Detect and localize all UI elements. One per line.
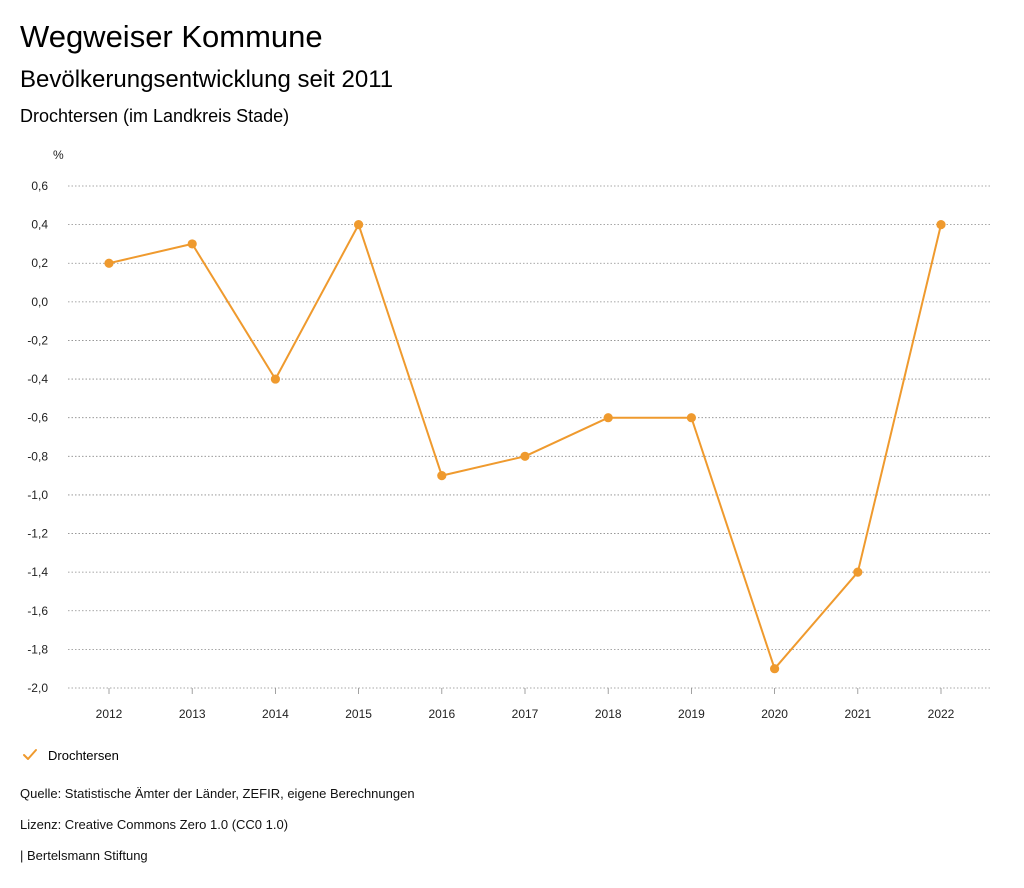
y-tick-label: 0,0 [31, 295, 48, 309]
data-point[interactable] [770, 664, 780, 674]
data-point[interactable] [187, 239, 197, 249]
y-tick-label: -0,4 [27, 372, 48, 386]
y-tick-label: -0,6 [27, 411, 48, 425]
y-axis-unit: % [53, 148, 64, 162]
data-point[interactable] [270, 374, 280, 384]
data-point[interactable] [354, 220, 364, 230]
data-point[interactable] [104, 258, 114, 268]
x-tick-label: 2016 [428, 707, 455, 721]
x-tick-label: 2019 [678, 707, 705, 721]
data-point[interactable] [603, 413, 613, 423]
publisher-note: | Bertelsmann Stiftung [20, 848, 148, 863]
x-tick-label: 2022 [928, 707, 955, 721]
grid-lines [68, 185, 990, 689]
y-tick-label: -1,0 [27, 488, 48, 502]
legend-label: Drochtersen [48, 747, 119, 763]
check-icon [23, 749, 37, 760]
legend-item-drochtersen[interactable]: Drochtersen [22, 744, 119, 766]
y-tick-label: -0,2 [27, 333, 48, 347]
data-point[interactable] [520, 451, 530, 461]
y-axis-ticks: 0,6 0,4 0,2 0,0 -0,2 -0,4 -0,6 -0,8 -1,0 -1,2 -1,4… [27, 179, 48, 695]
x-tick-label: 2014 [262, 707, 289, 721]
data-point[interactable] [686, 413, 697, 423]
line-chart: % 0,6 0,4 0,2 0,0 -0,2 -0,4 -0,6 -0,8 -1,0 -1,2 -1… [27, 148, 990, 721]
x-tick-label: 2012 [96, 707, 123, 721]
y-tick-label: 0,6 [31, 179, 48, 193]
y-tick-label: -1,4 [27, 565, 48, 579]
chart-title: Wegweiser Kommune [20, 19, 323, 54]
y-tick-label: -0,8 [27, 449, 48, 463]
y-tick-label: -1,8 [27, 642, 48, 656]
y-tick-label: 0,2 [31, 256, 48, 270]
x-tick-label: 2018 [595, 707, 622, 721]
x-tick-label: 2017 [512, 707, 539, 721]
y-tick-label: -2,0 [27, 681, 48, 695]
region-label: Drochtersen (im Landkreis Stade) [20, 106, 290, 126]
x-tick-label: 2013 [179, 707, 206, 721]
data-point[interactable] [437, 471, 447, 481]
y-tick-label: 0,4 [31, 218, 48, 232]
x-tick-label: 2021 [844, 707, 871, 721]
data-points [104, 220, 946, 674]
y-tick-label: -1,2 [27, 527, 48, 541]
x-axis-ticks: 2012 2013 2014 2015 2016 2017 2018 2019 2020 2021… [96, 688, 955, 721]
series-line-drochtersen [108, 223, 942, 670]
x-tick-label: 2020 [761, 707, 788, 721]
chart-subtitle: Bevölkerungsentwicklung seit 2011 [20, 66, 394, 93]
source-note: Quelle: Statistische Ämter der Länder, Z… [20, 786, 415, 801]
x-tick-label: 2015 [345, 707, 372, 721]
y-tick-label: -1,6 [27, 604, 48, 618]
license-note: Lizenz: Creative Commons Zero 1.0 (CC0 1… [20, 817, 289, 832]
data-point[interactable] [936, 220, 946, 230]
data-point[interactable] [853, 567, 863, 577]
